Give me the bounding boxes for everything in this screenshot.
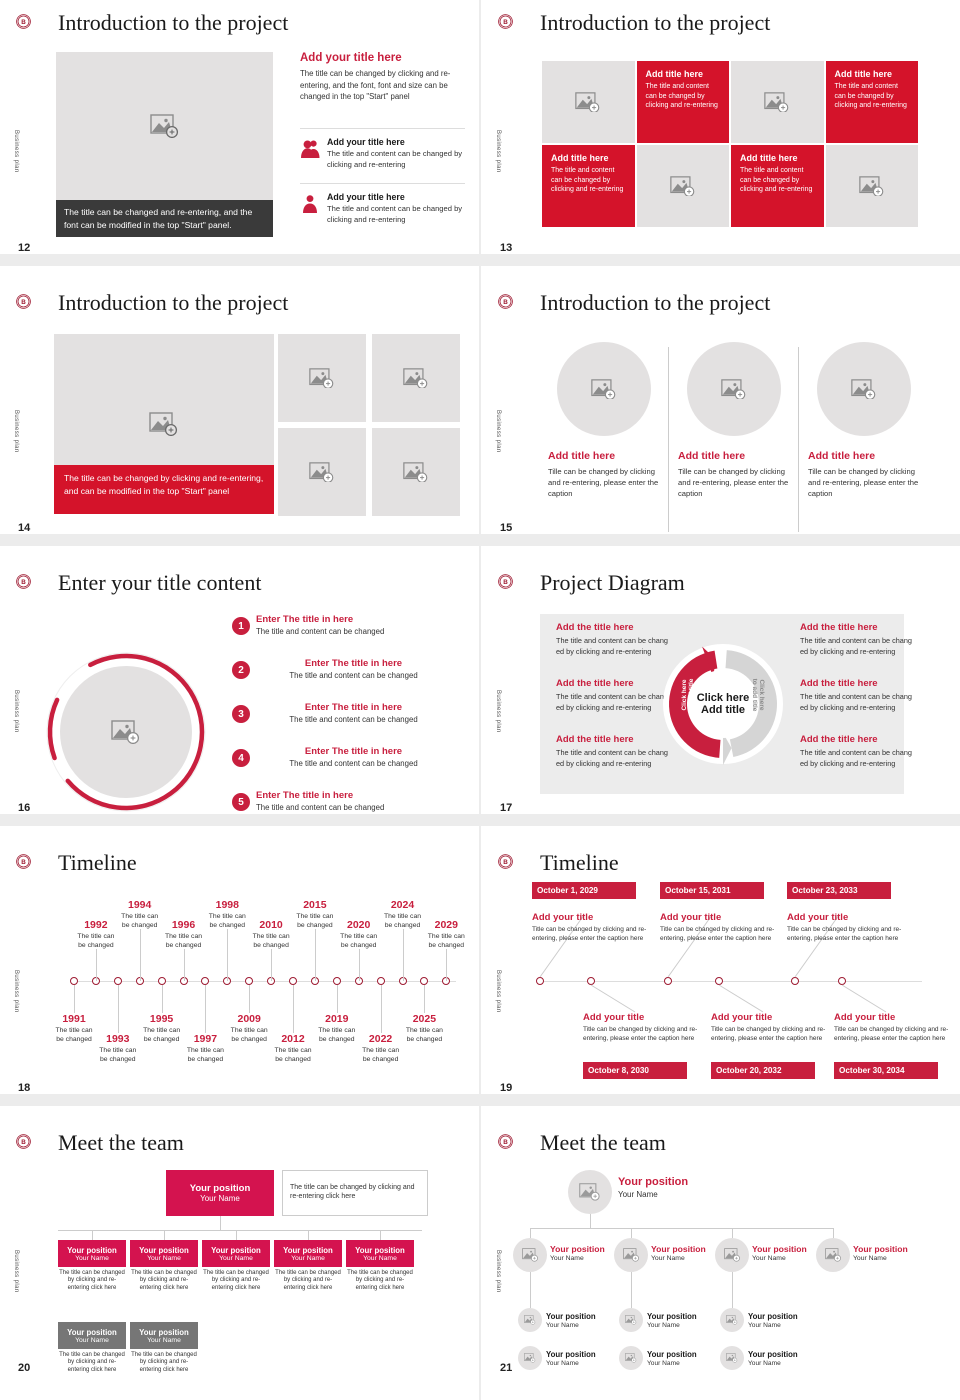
svg-text:B: B [21,19,26,26]
svg-text:B: B [503,19,508,26]
svg-text:B: B [503,299,508,306]
svg-text:B: B [21,299,26,306]
